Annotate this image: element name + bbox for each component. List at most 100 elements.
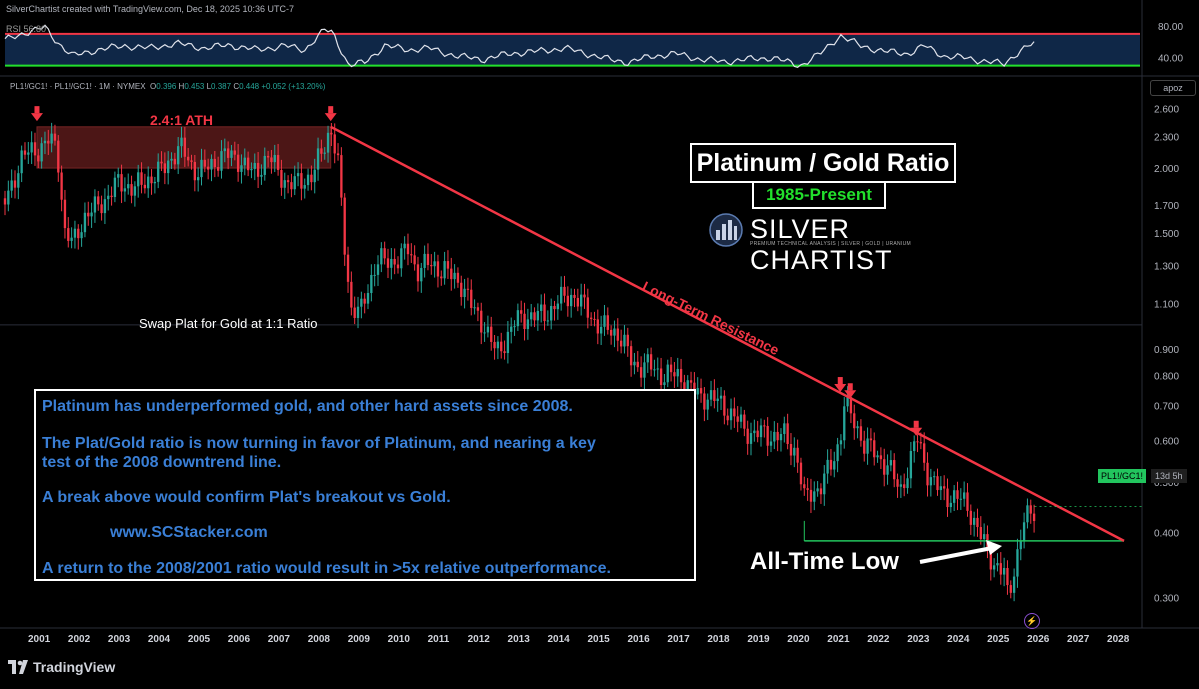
info-line-2: The Plat/Gold ratio is now turning in fa… <box>42 435 596 452</box>
rsi-tick-label: 80.00 <box>1158 22 1183 33</box>
candle-body <box>177 146 180 165</box>
candle-body <box>809 489 813 502</box>
ohlc-close: 0.448 <box>239 82 260 91</box>
candle-body <box>813 491 816 502</box>
candle-body <box>749 433 753 444</box>
time-tick-label: 2013 <box>508 634 531 645</box>
candle-body <box>653 369 656 371</box>
candle-body <box>266 155 270 158</box>
candle-body <box>586 297 589 318</box>
price-tick-label: 2.300 <box>1154 132 1179 143</box>
time-tick-label: 2006 <box>228 634 251 645</box>
candle-body <box>216 167 220 171</box>
candle-body <box>363 298 366 304</box>
info-line-url[interactable]: www.SCStacker.com <box>110 524 268 541</box>
candle-body <box>756 430 759 438</box>
candle-body <box>493 341 496 349</box>
price-tick-label: 2.000 <box>1154 164 1179 175</box>
symbol-line: PL1!/GC1! · PL1!/GC1! · 1M · NYMEX <box>10 82 146 91</box>
time-tick-label: 2007 <box>268 634 291 645</box>
candle-body <box>440 276 443 279</box>
time-tick-label: 2003 <box>108 634 131 645</box>
candle-body <box>596 319 599 334</box>
time-tick-label: 2020 <box>787 634 810 645</box>
candle-body <box>140 172 143 185</box>
ohlc-l-label: L <box>206 82 212 91</box>
candle-body <box>77 228 80 239</box>
candle-body <box>150 176 153 184</box>
ohlc-h-label: H <box>178 82 185 91</box>
candle-body <box>193 161 196 181</box>
candle-body <box>743 414 746 429</box>
time-tick-label: 2012 <box>468 634 491 645</box>
candle-body <box>123 188 127 192</box>
candle-body <box>380 248 383 265</box>
candle-body <box>253 162 256 169</box>
ohlc-c-label: C <box>233 82 240 91</box>
lightning-icon[interactable]: ⚡ <box>1024 613 1040 629</box>
candle-body <box>713 390 716 402</box>
candle-body <box>187 156 190 161</box>
candle-body <box>37 155 40 162</box>
candle-body <box>283 180 286 188</box>
candle-body <box>526 319 530 330</box>
candle-body <box>236 154 240 172</box>
candle-body <box>373 274 376 276</box>
candle-body <box>386 258 390 268</box>
price-tick-label: 2.600 <box>1154 105 1179 116</box>
candle-body <box>313 169 316 183</box>
candle-body <box>83 212 87 233</box>
candle-body <box>516 310 520 327</box>
candle-body <box>500 341 503 352</box>
time-tick-label: 2021 <box>827 634 850 645</box>
candle-body <box>436 261 440 277</box>
candle-body <box>273 154 276 163</box>
candle-body <box>929 477 933 486</box>
price-tick-label: 0.700 <box>1154 402 1179 413</box>
candle-body <box>1029 505 1032 514</box>
candle-body <box>736 416 739 422</box>
candle-body <box>933 476 936 478</box>
candle-body <box>719 395 723 399</box>
candle-body <box>536 310 540 321</box>
candle-body <box>633 361 636 366</box>
candle-body <box>879 455 883 460</box>
time-tick-label: 2023 <box>907 634 930 645</box>
candle-body <box>819 488 823 495</box>
price-tag-countdown: 13d 5h <box>1151 469 1187 483</box>
price-tag-symbol: PL1!/GC1! <box>1098 469 1147 483</box>
candle-body <box>143 184 147 189</box>
price-tick-label: 1.100 <box>1154 299 1179 310</box>
time-tick-label: 2025 <box>987 634 1010 645</box>
candle-body <box>183 137 187 157</box>
candle-body <box>396 264 400 269</box>
candle-body <box>350 281 353 308</box>
candle-body <box>336 153 340 156</box>
tradingview-logo[interactable]: TradingView <box>8 659 115 675</box>
candle-body <box>893 460 896 480</box>
tradingview-brand: TradingView <box>33 659 116 675</box>
ohlc-open: 0.396 <box>156 82 177 91</box>
candle-body <box>23 150 27 155</box>
candle-body <box>30 142 33 153</box>
candle-body <box>486 326 490 333</box>
candle-body <box>293 176 296 190</box>
candle-body <box>167 160 170 174</box>
candle-body <box>856 426 859 429</box>
candle-body <box>413 255 416 265</box>
candle-body <box>589 317 593 319</box>
chart-credit: SilverChartist created with TradingView.… <box>6 4 294 14</box>
candle-body <box>992 565 996 570</box>
candle-body <box>173 158 177 165</box>
ohlc-change: +0.052 (+13.20%) <box>261 82 326 91</box>
candle-body <box>433 261 436 267</box>
scale-button[interactable]: apoz <box>1150 80 1196 96</box>
ohlc-o-label: O <box>150 82 157 91</box>
logo-icon <box>709 213 743 247</box>
candle-body <box>903 484 906 489</box>
candle-body <box>260 174 263 177</box>
candle-body <box>233 150 236 155</box>
candle-body <box>769 441 773 446</box>
candle-body <box>913 441 916 451</box>
candle-body <box>356 306 360 318</box>
